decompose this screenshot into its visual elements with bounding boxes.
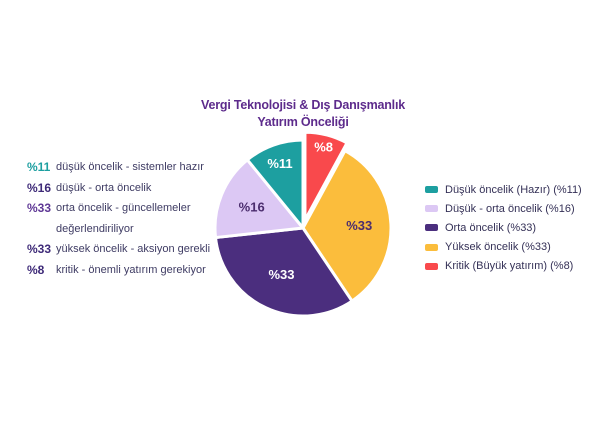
legend-item: Düşük - orta öncelik (%16) — [425, 199, 582, 218]
legend-item: Düşük öncelik (Hazır) (%11) — [425, 180, 582, 199]
legend-label: Düşük öncelik (Hazır) (%11) — [445, 183, 582, 196]
chart-title: Vergi Teknolojisi & Dış Danışmanlık Yatı… — [201, 97, 405, 131]
legend-label: Düşük - orta öncelik (%16) — [445, 202, 575, 215]
left-legend-label: orta öncelik - güncellemeler değerlendir… — [56, 202, 191, 235]
legend-label: Kritik (Büyük yatırım) (%8) — [445, 260, 574, 273]
left-legend-item: %16 düşük - orta öncelik — [27, 178, 238, 199]
left-legend-item: %33 orta öncelik - güncellemeler değerle… — [27, 198, 238, 239]
legend-label: Yüksek öncelik (%33) — [445, 241, 551, 254]
pie-slice — [214, 226, 354, 318]
pie-slice-label: %33 — [346, 218, 372, 233]
pie-slice — [303, 130, 349, 222]
legend-swatch-icon — [425, 243, 438, 251]
left-legend-percent: %11 — [27, 160, 51, 174]
left-legend-percent: %33 — [27, 201, 52, 215]
left-legend-label: düşük öncelik - sistemler hazır — [56, 161, 204, 173]
legend-swatch-icon — [425, 224, 438, 232]
left-legend-item: %8 kritik - önemli yatırım gerekiyor — [27, 260, 238, 281]
left-legend-percent: %16 — [27, 180, 52, 195]
legend-item: Yüksek öncelik (%33) — [425, 238, 582, 257]
left-legend-label: yüksek öncelik - aksiyon gerekli — [56, 243, 211, 255]
legend-label: Orta öncelik (%33) — [445, 221, 537, 234]
legend-item: Kritik (Büyük yatırım) (%8) — [425, 257, 582, 276]
legend-swatch-icon — [425, 262, 438, 270]
legend-swatch-icon — [425, 186, 438, 194]
pie-slice-label: %8 — [314, 139, 333, 154]
pie-legend: Düşük öncelik (Hazır) (%11) Düşük - orta… — [425, 180, 582, 276]
chart-title-line2: Yatırım Önceliği — [257, 115, 349, 129]
pie-slice — [301, 149, 393, 303]
left-legend-item: %11 düşük öncelik - sistemler hazır — [27, 157, 238, 178]
pie-slice-label: %11 — [267, 156, 292, 171]
left-legend-label: düşük - orta öncelik — [56, 181, 152, 194]
left-legend-label: kritik - önemli yatırım gerekiyor — [56, 263, 206, 276]
pie-slice — [245, 138, 305, 230]
left-legend-percent: %8 — [27, 262, 45, 277]
pie-slice-label: %33 — [268, 267, 294, 282]
left-legend: %11 düşük öncelik - sistemler hazır %16 … — [27, 157, 238, 280]
chart-title-line1: Vergi Teknolojisi & Dış Danışmanlık — [201, 98, 405, 112]
legend-swatch-icon — [425, 205, 438, 213]
pie-slice-label: %16 — [239, 199, 265, 214]
left-legend-item: %33 yüksek öncelik - aksiyon gerekli — [27, 239, 238, 260]
left-legend-percent: %33 — [27, 242, 52, 256]
pie-slice — [213, 158, 305, 240]
legend-item: Orta öncelik (%33) — [425, 218, 582, 237]
